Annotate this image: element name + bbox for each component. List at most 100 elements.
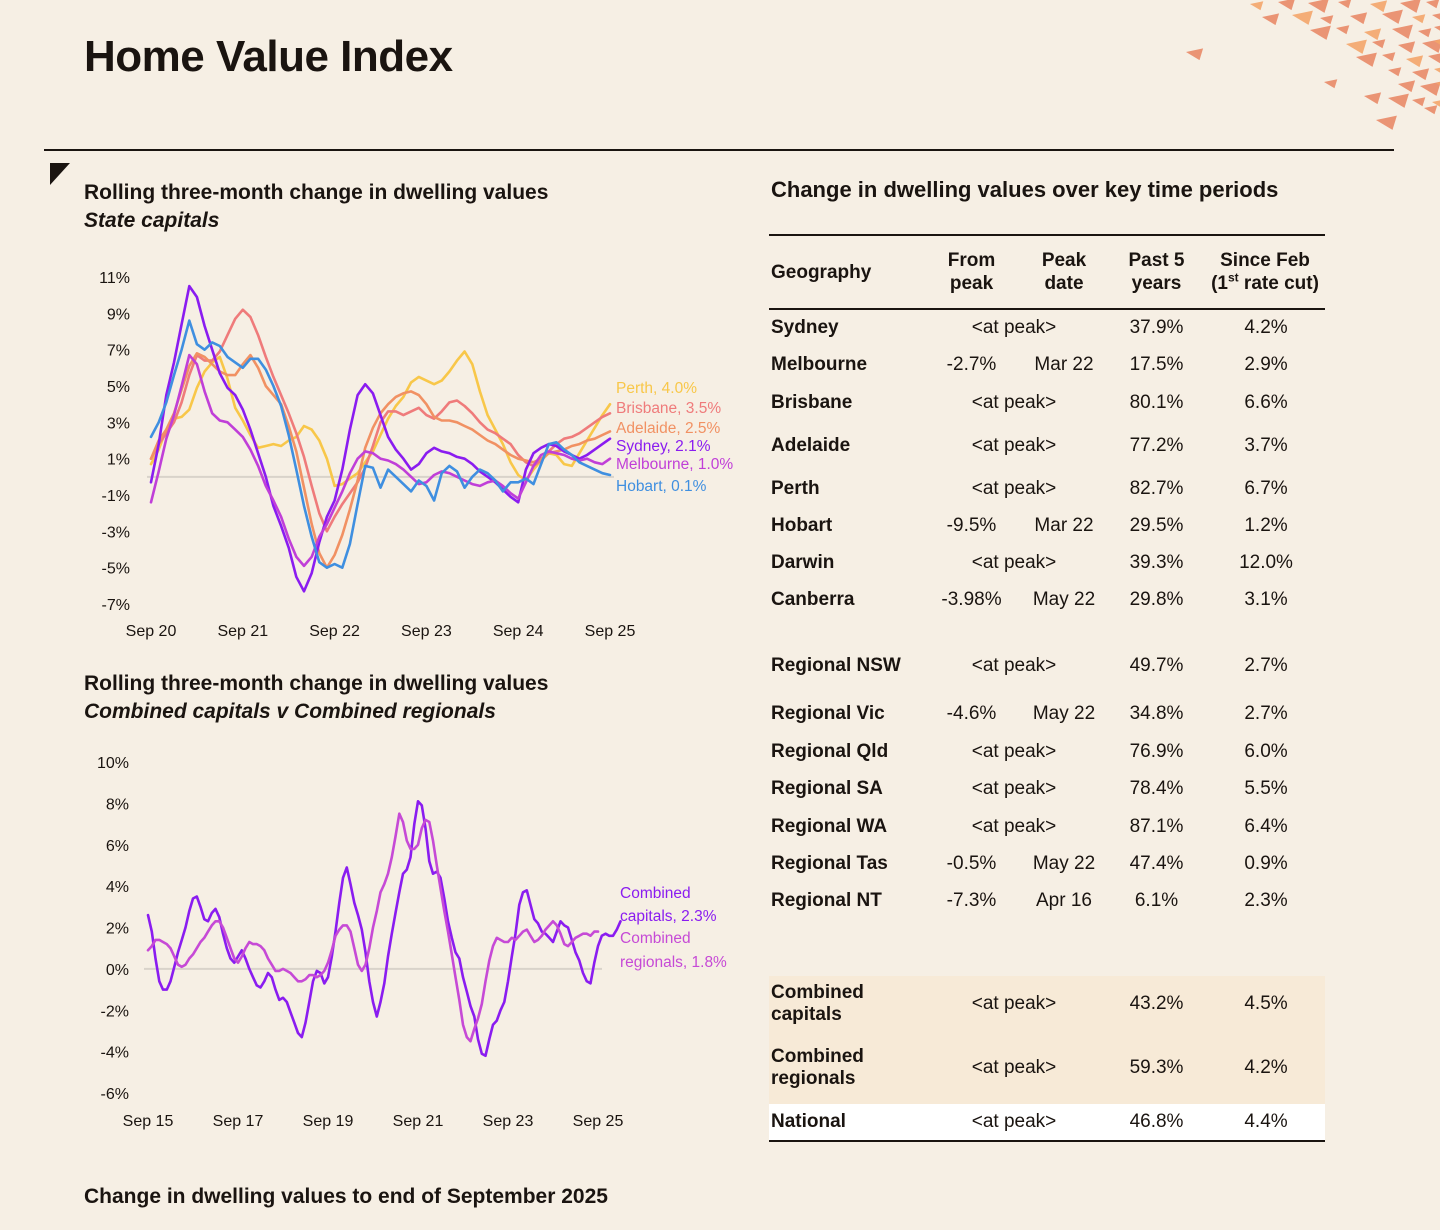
chart1-title: Rolling three-month change in dwelling v… [84, 181, 549, 204]
cell-geography: Adelaide [771, 434, 851, 456]
chart2-subtitle: Combined capitals v Combined regionals [84, 700, 496, 723]
x-tick-label: Sep 15 [123, 1113, 174, 1130]
cell-at-peak: <at peak> [971, 655, 1057, 676]
x-tick-label: Sep 24 [493, 623, 544, 640]
decorative-triangle [1364, 92, 1382, 105]
cell-at-peak: <at peak> [971, 1057, 1057, 1078]
header-peak-date-line1: Peak [1041, 250, 1087, 271]
cell-from-peak: -4.6% [946, 703, 997, 724]
cell-geography: Regional NSW [771, 655, 901, 676]
x-tick-label: Sep 25 [585, 623, 636, 640]
cell-from-peak: -9.5% [946, 514, 997, 536]
cell-past-5-years: 49.7% [1129, 655, 1184, 676]
cell-from-peak: -3.98% [941, 589, 1002, 610]
cell-since-feb: 2.9% [1244, 354, 1288, 375]
decorative-triangle [1278, 0, 1295, 11]
table-header-rule [769, 308, 1325, 310]
cell-at-peak: <at peak> [971, 391, 1057, 413]
table-row: Hobart -9.5% Mar 22 29.5% 1.2% [769, 507, 1325, 544]
chart-state-capitals: 11% 9% 7% 5% 3% 1% -1% -3% -5% -7% Sep 20 Sep 21 Sep… [99, 270, 733, 640]
chart1-title-block: Rolling three-month change in dwelling v… [84, 179, 548, 235]
cell-at-peak: <at peak> [971, 1111, 1057, 1132]
cell-since-feb: 1.2% [1244, 514, 1288, 536]
cell-geography: Regional SA [771, 778, 883, 799]
table-row: Combined regionals <at peak> 59.3% 4.2% [769, 1032, 1325, 1104]
decorative-triangle [1392, 24, 1413, 39]
series-label-melbourne: Melbourne, 1.0% [616, 456, 733, 473]
x-tick-label: Sep 21 [393, 1113, 444, 1130]
decorative-triangle [1324, 79, 1338, 89]
header-since-feb-line2a: (1 [1211, 273, 1228, 294]
cell-geography: Regional WA [771, 815, 888, 837]
cell-peak-date: Mar 22 [1034, 354, 1094, 375]
cell-past-5-years: 43.2% [1129, 993, 1184, 1014]
decorative-triangle [1412, 68, 1430, 81]
decorative-triangle [1422, 39, 1440, 53]
cell-geography: Perth [771, 477, 820, 499]
cell-geography: Brisbane [771, 391, 853, 413]
y-tick-label: -6% [101, 1086, 129, 1103]
decorative-triangle [1372, 39, 1386, 49]
header-peak-date-line2: date [1044, 273, 1084, 294]
cell-geography: Regional NT [771, 890, 882, 911]
decorative-triangle [1398, 41, 1416, 54]
decorative-triangle [1412, 97, 1426, 107]
x-tick-label: Sep 23 [401, 623, 452, 640]
cell-geography: Hobart [771, 514, 833, 536]
decorative-triangle [1434, 39, 1440, 45]
cell-past-5-years: 6.1% [1134, 890, 1179, 911]
bottom-section-title: Change in dwelling values to end of Sept… [84, 1185, 608, 1208]
cell-peak-date: May 22 [1032, 852, 1096, 874]
cell-since-feb: 2.7% [1244, 655, 1288, 676]
y-tick-label: -2% [101, 1003, 129, 1020]
table-row: National <at peak> 46.8% 4.4% [769, 1104, 1325, 1140]
series-line-melbourne [149, 353, 612, 568]
y-tick-label: 4% [106, 879, 129, 896]
cell-peak-date: Mar 22 [1034, 514, 1094, 536]
decorative-triangle [1432, 13, 1440, 20]
decorative-triangle [1350, 12, 1368, 25]
table-row: Regional SA <at peak> 78.4% 5.5% [769, 770, 1325, 808]
cell-at-peak: <at peak> [971, 551, 1057, 573]
cell-past-5-years: 46.8% [1129, 1111, 1184, 1132]
table-row: Perth <at peak> 82.7% 6.7% [769, 470, 1325, 507]
table-row: Regional Vic -4.6% May 22 34.8% 2.7% [769, 695, 1325, 733]
cell-past-5-years: 82.7% [1129, 477, 1184, 499]
series-label-combined_regionals: Combined [620, 930, 691, 947]
page-title: Home Value Index [84, 32, 453, 81]
series-label-adelaide: Adelaide, 2.5% [616, 420, 720, 437]
cell-since-feb: 6.6% [1244, 391, 1288, 413]
table-row: Canberra -3.98% May 22 29.8% 3.1% [769, 581, 1325, 619]
decorative-triangles-pattern [1186, 0, 1440, 130]
y-tick-label: 2% [106, 921, 129, 938]
cell-past-5-years: 39.3% [1129, 551, 1184, 573]
cell-geography: National [771, 1111, 846, 1132]
chart-combined-capitals-regionals: 10% 8% 6% 4% 2% 0% -2% -4% -6% Sep 15 Sep 17 Sep 19… [97, 755, 727, 1130]
table-row: Regional NSW <at peak> 49.7% 2.7% [769, 619, 1325, 695]
x-tick-label: Sep 21 [217, 623, 268, 640]
cell-geography: Combined capitals [771, 982, 864, 1025]
cell-past-5-years: 29.5% [1129, 514, 1184, 536]
series-label-sydney: Sydney, 2.1% [616, 438, 711, 455]
header-past5-line2: years [1131, 273, 1182, 294]
decorative-triangle [1186, 48, 1204, 61]
y-tick-label: 11% [99, 270, 130, 287]
cell-at-peak: <at peak> [971, 815, 1057, 837]
cell-peak-date: May 22 [1032, 589, 1096, 610]
table-header: Geography From peak Peak date Past 5 years … [769, 236, 1325, 308]
cell-geography: Combined regionals [771, 1046, 864, 1089]
cell-geography: Regional Vic [771, 703, 885, 724]
cell-since-feb: 6.7% [1244, 477, 1288, 499]
decorative-triangle [1292, 10, 1313, 25]
x-tick-label: Sep 23 [483, 1113, 534, 1130]
y-tick-label: 10% [97, 755, 129, 772]
cell-at-peak: <at peak> [971, 434, 1057, 456]
cell-peak-date: May 22 [1032, 703, 1096, 724]
cell-at-peak: <at peak> [971, 477, 1057, 499]
cell-past-5-years: 59.3% [1129, 1057, 1184, 1078]
table-row: Adelaide <at peak> 77.2% 3.7% [769, 421, 1325, 470]
x-tick-label: Sep 19 [303, 1113, 354, 1130]
header-from-peak-line1: From [947, 250, 996, 271]
cell-at-peak: <at peak> [971, 740, 1057, 762]
cell-past-5-years: 29.8% [1129, 589, 1184, 610]
